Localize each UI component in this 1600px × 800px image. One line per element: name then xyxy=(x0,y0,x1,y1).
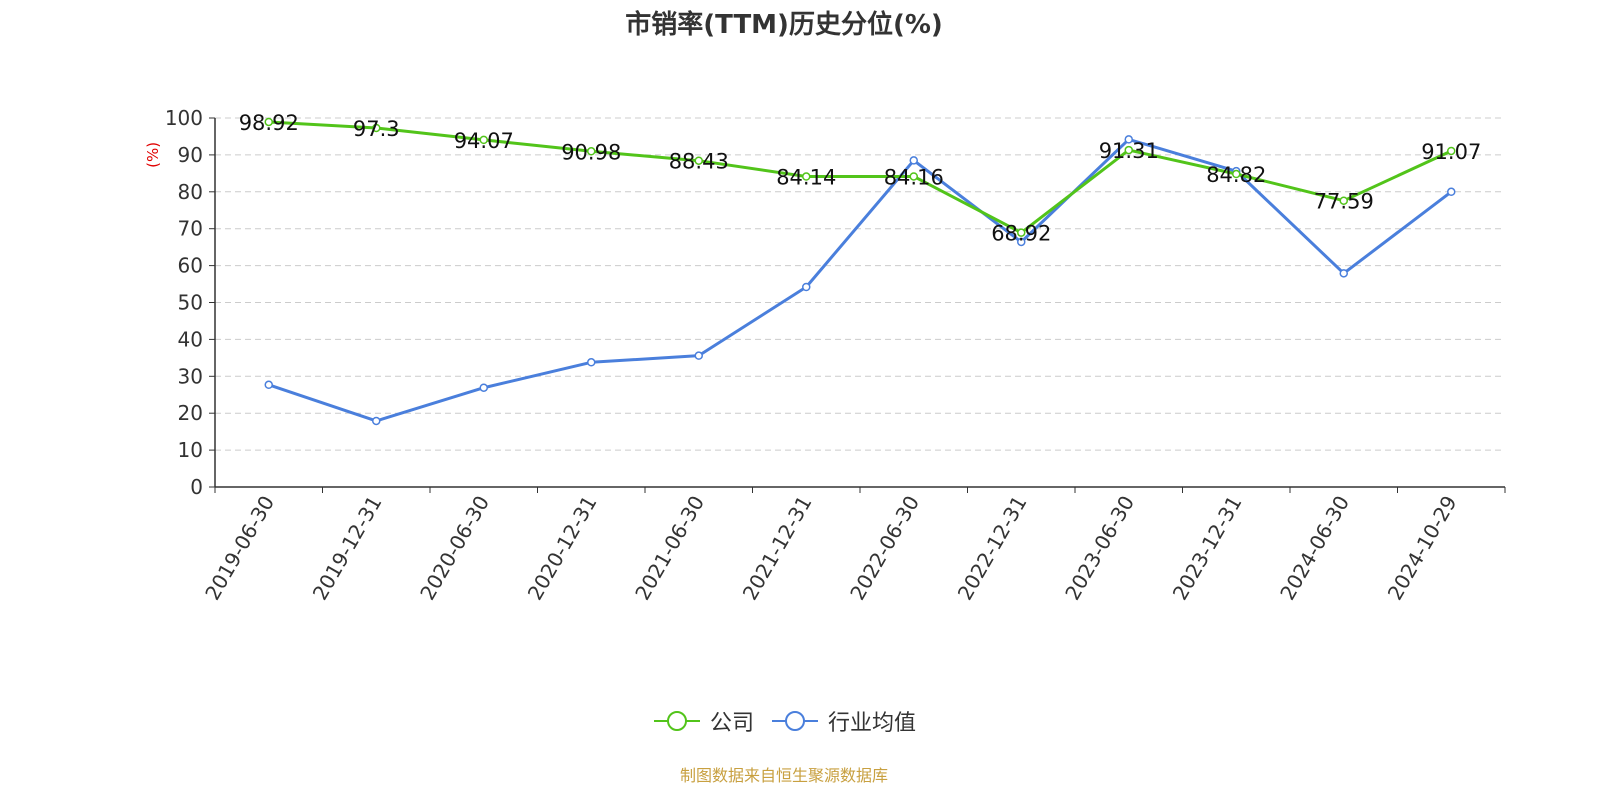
series-layer xyxy=(264,117,1456,426)
data-label: 91.07 xyxy=(1421,140,1481,164)
legend-label: 公司 xyxy=(709,711,754,736)
x-tick-label: 2020-06-30 xyxy=(415,492,494,605)
x-tick-label: 2022-12-31 xyxy=(953,492,1032,605)
x-tick-label: 2024-10-29 xyxy=(1383,492,1462,605)
series-1-point xyxy=(1124,135,1133,144)
series-0-point xyxy=(1447,146,1456,156)
x-tick-label: 2023-06-30 xyxy=(1060,492,1139,605)
legend: 公司 行业均值 xyxy=(0,705,1568,739)
data-label: 88.43 xyxy=(669,150,729,174)
series-0-point xyxy=(1339,196,1348,205)
data-label-layer: 98.92 97.3 94.07 90.98 88.43 84.14 84.16 68.92 9… xyxy=(239,111,1482,246)
data-label: 84.16 xyxy=(884,165,944,189)
series-0-point xyxy=(479,135,488,145)
y-tick-label: 0 xyxy=(190,475,203,499)
y-axis-label: (%) xyxy=(144,142,162,168)
data-label: 91.31 xyxy=(1099,139,1159,163)
series-0-point xyxy=(1232,169,1241,179)
x-tick-label: 2021-12-31 xyxy=(738,492,817,605)
series-1-point xyxy=(372,416,381,426)
legend-item[interactable]: 公司 xyxy=(652,705,754,737)
y-tick-label: 10 xyxy=(178,438,203,462)
source-note: 制图数据来自恒生聚源数据库 xyxy=(679,766,888,785)
series-0-point xyxy=(587,147,596,156)
line-chart: 0 10 20 30 40 50 60 70 80 90 100(%) 2019-06-30 2019-… xyxy=(144,106,1506,605)
series-0-point xyxy=(1017,228,1026,237)
data-label: 90.98 xyxy=(561,140,621,164)
data-label: 98.92 xyxy=(239,111,299,135)
series-1-point xyxy=(1017,237,1026,247)
data-label: 84.14 xyxy=(776,166,836,190)
y-tick-label: 40 xyxy=(178,327,203,351)
grid-layer xyxy=(215,117,1505,451)
data-label: 68.92 xyxy=(991,222,1051,246)
series-1-point xyxy=(1339,269,1348,278)
y-tick-label: 20 xyxy=(178,401,203,425)
series-0-point xyxy=(694,156,703,165)
data-label: 94.07 xyxy=(454,129,514,153)
series-0-point xyxy=(909,172,918,181)
data-label: 77.59 xyxy=(1314,190,1374,214)
legend-line-marker-icon xyxy=(772,711,818,731)
legend-item[interactable]: 行业均值 xyxy=(770,705,916,737)
series-1-point xyxy=(479,383,488,392)
x-tick-label: 2021-06-30 xyxy=(630,492,709,605)
series-0-point xyxy=(264,117,273,127)
y-tick-label: 80 xyxy=(178,180,203,204)
y-tick-label: 60 xyxy=(178,254,203,278)
series-line-0 xyxy=(268,120,1452,235)
series-1-point xyxy=(1447,187,1456,197)
series-0-point xyxy=(1124,145,1133,155)
chart-title: 市销率(TTM)历史分位(%) xyxy=(625,10,943,40)
series-0-point xyxy=(802,172,811,181)
data-label: 97.3 xyxy=(353,117,400,141)
y-tick-label: 50 xyxy=(178,291,203,315)
series-1-point xyxy=(694,351,703,360)
x-tick-label: 2020-12-31 xyxy=(523,492,602,605)
series-1-point xyxy=(802,282,811,292)
x-tick-label: 2024-06-30 xyxy=(1275,492,1354,605)
series-1-point xyxy=(264,380,273,390)
y-tick-label: 70 xyxy=(178,217,203,241)
x-tick-label: 2023-12-31 xyxy=(1168,492,1247,605)
x-tick-label: 2019-12-31 xyxy=(308,492,387,605)
y-tick-label: 100 xyxy=(165,106,203,130)
series-0-point xyxy=(372,123,381,133)
series-line-1 xyxy=(268,137,1453,423)
y-tick-label: 30 xyxy=(178,364,203,388)
legend-label: 行业均值 xyxy=(828,711,917,736)
series-1-point xyxy=(909,156,918,165)
legend-line-marker-icon xyxy=(653,711,700,731)
series-1-point xyxy=(587,358,596,367)
y-tick-label: 90 xyxy=(178,143,203,167)
x-tick-label: 2022-06-30 xyxy=(845,492,924,605)
x-tick-label: 2019-06-30 xyxy=(200,492,279,605)
data-label: 84.82 xyxy=(1206,163,1266,187)
